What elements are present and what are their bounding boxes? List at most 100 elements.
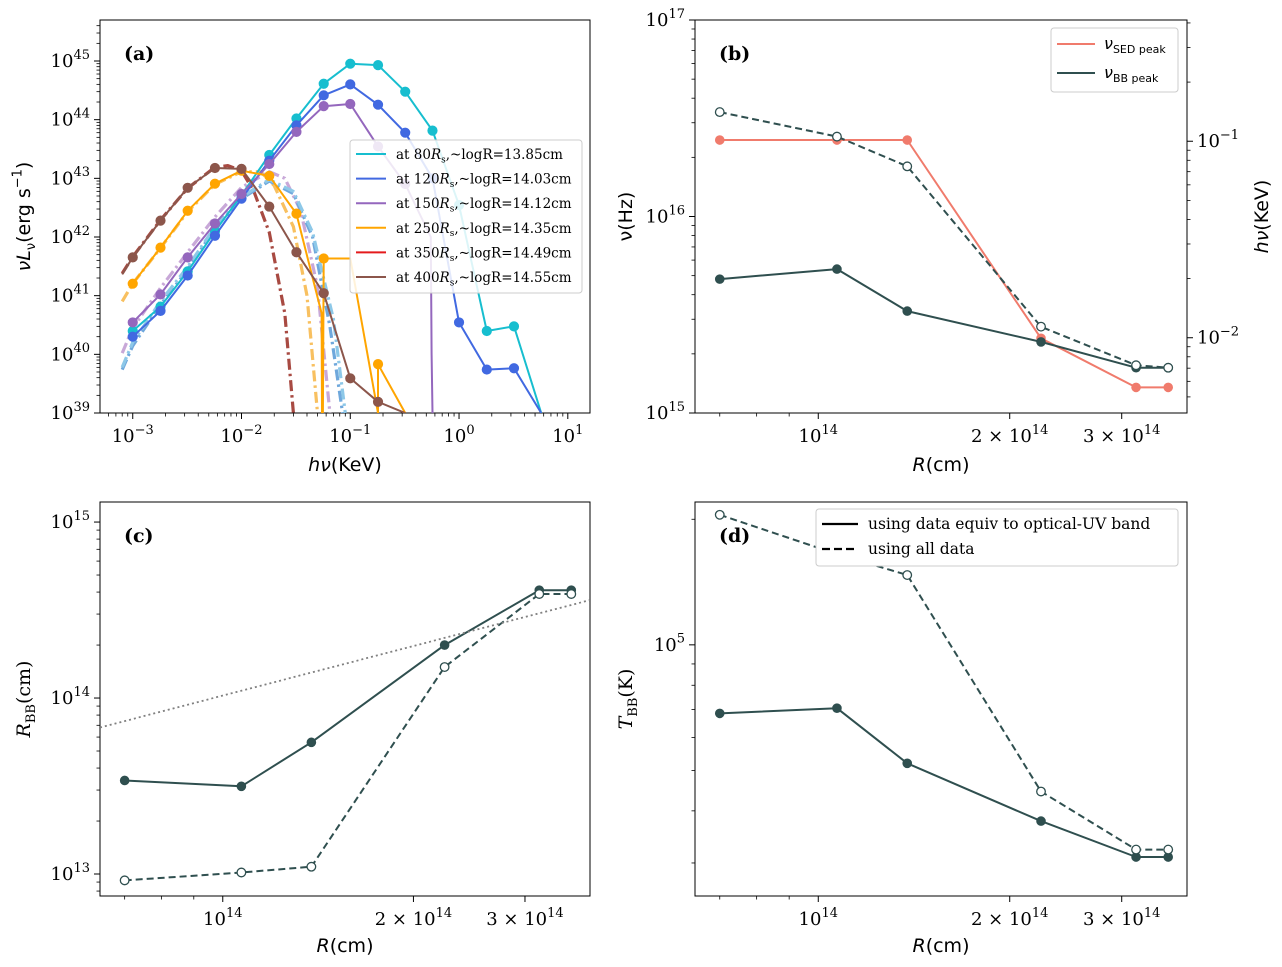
- x-axis-label-part: hν: [308, 454, 331, 476]
- y-tick-label: 1043: [51, 165, 90, 189]
- y2-tick-label-part: 10: [1197, 328, 1220, 349]
- panel-label: (a): [124, 43, 154, 65]
- legend-entry-part: ,~logR=14.03cm: [454, 172, 571, 188]
- legend-entry: using all data: [868, 540, 974, 558]
- frequency-data-point: [832, 264, 842, 274]
- sed-data-point: [182, 270, 193, 281]
- y-tick-label: 1039: [51, 400, 90, 424]
- y-tick-label-part: 44: [73, 107, 90, 122]
- y-axis-label-part: BB: [626, 698, 641, 717]
- frequency-data-point: [1036, 337, 1046, 347]
- y-tick-label-part: 17: [668, 7, 685, 22]
- x-tick-label-part: 2 ×: [971, 426, 1009, 447]
- sed-series-line: [131, 169, 407, 413]
- y-axis-label-part: BB: [24, 704, 39, 723]
- sed-data-point: [127, 331, 138, 342]
- x-tick-label-part: 10: [443, 426, 466, 447]
- sed-data-point: [291, 247, 302, 258]
- legend-entry: at 150Rs,~logR=14.12cm: [396, 196, 572, 214]
- legend-entry-part: s: [450, 278, 455, 288]
- y-tick-label-part: 10: [51, 403, 74, 424]
- frequency-data-point: [1163, 382, 1174, 393]
- bb-fit-curve: [120, 170, 332, 413]
- y2-tick-label: 10−1: [1197, 128, 1239, 152]
- y-tick-label: 1042: [51, 224, 90, 248]
- legend-entry-part: at 80: [396, 147, 431, 163]
- x-tick-label-part: −3: [135, 423, 154, 438]
- radius-series-line: [124, 593, 572, 882]
- legend-entry-part: at 400: [396, 270, 440, 286]
- y-tick-label-part: 10: [654, 635, 677, 656]
- panel-b: 1014 2 × 1014 3 × 1014101510161017(b)10−21…: [615, 7, 1273, 476]
- x-axis-label-part: R: [317, 935, 330, 957]
- y-tick-label-part: 13: [73, 861, 90, 876]
- radius-data-point: [119, 875, 130, 886]
- legend-entry-part: at 150: [396, 196, 440, 212]
- sed-data-point: [372, 99, 384, 110]
- y-axis-label-part: T: [615, 715, 637, 729]
- sed-data-point: [318, 101, 329, 112]
- x-tick-label-part: 10: [220, 426, 243, 447]
- sed-data-point: [236, 188, 247, 200]
- y2-tick-label-part: −2: [1220, 325, 1239, 340]
- axes-frame: [694, 19, 1188, 414]
- x-tick-label: 101: [552, 423, 583, 447]
- radius-data-point: [439, 662, 450, 672]
- x-tick-label-part: 14: [547, 906, 564, 921]
- y-axis-label: TBB(K): [615, 669, 641, 730]
- y-tick-label-part: 10: [51, 512, 74, 533]
- x-tick-label-part: 10: [329, 426, 352, 447]
- y-tick-label-part: 10: [51, 286, 74, 307]
- y-tick-label-part: 15: [668, 400, 685, 415]
- x-tick-label-part: 3 ×: [486, 909, 524, 930]
- x-tick-label-part: 14: [1032, 423, 1049, 438]
- legend-d: using data equiv to optical-UV band using…: [815, 508, 1179, 567]
- x-tick-label: 1014: [799, 906, 838, 930]
- x-tick-label-part: 3 ×: [1083, 909, 1121, 930]
- legend-entry-part: at 120: [396, 172, 440, 188]
- sed-data-point: [372, 359, 384, 370]
- frequency-data-point: [1131, 382, 1141, 393]
- y-axis-label-part: ν: [24, 243, 39, 250]
- y2-tick-label-part: 10: [1197, 131, 1220, 152]
- x-tick-label-part: 10: [799, 426, 822, 447]
- legend-entry-part: BB peak: [1113, 72, 1159, 85]
- bb-fit-curve: [120, 170, 320, 413]
- y-tick-label: 1015: [51, 509, 90, 533]
- y-tick-label: 1015: [646, 400, 685, 424]
- legend-entry-part: R: [439, 245, 450, 261]
- x-tick-label-part: 14: [436, 906, 453, 921]
- legend-entry-part: s: [441, 155, 446, 165]
- y-tick-label-part: 10: [51, 51, 74, 72]
- sed-data-point: [481, 325, 492, 337]
- legend-box: [815, 508, 1179, 567]
- y-tick-label-part: 5: [677, 632, 685, 647]
- frequency-data-point: [1036, 321, 1046, 332]
- legend-entry-part: ν: [1104, 63, 1113, 82]
- legend-entry-part: at 350: [396, 245, 440, 261]
- legend-entry-part: s: [450, 229, 455, 239]
- x-tick-label-part: 14: [821, 423, 838, 438]
- axes-frame: [99, 501, 591, 897]
- frequency-series-line: [719, 139, 1169, 389]
- x-tick-label-part: 10: [799, 909, 822, 930]
- y2-axis-label-part: hν: [1251, 230, 1273, 253]
- y-tick-label-part: 10: [51, 110, 74, 131]
- frequency-data-point: [902, 161, 913, 172]
- legend-entry-part: SED peak: [1113, 43, 1166, 56]
- y2-tick-label: 10−2: [1197, 325, 1239, 349]
- y-axis-label: νLν(erg s−1): [10, 162, 38, 272]
- sed-data-point: [508, 321, 520, 332]
- y-tick-label-part: 40: [73, 341, 90, 356]
- sed-data-point: [264, 201, 275, 212]
- x-tick-label: 10−2: [220, 423, 262, 447]
- sed-data-point: [318, 78, 329, 89]
- temperature-data-point: [1036, 786, 1046, 797]
- sed-data-point: [481, 364, 492, 375]
- y-tick-label-part: 10: [646, 207, 669, 228]
- sed-data-point: [372, 396, 384, 407]
- x-tick-label-part: 3 ×: [1083, 426, 1121, 447]
- x-tick-label-part: 10: [1121, 426, 1144, 447]
- y-tick-label-part: 16: [668, 203, 685, 218]
- y-tick-label: 1013: [51, 861, 90, 885]
